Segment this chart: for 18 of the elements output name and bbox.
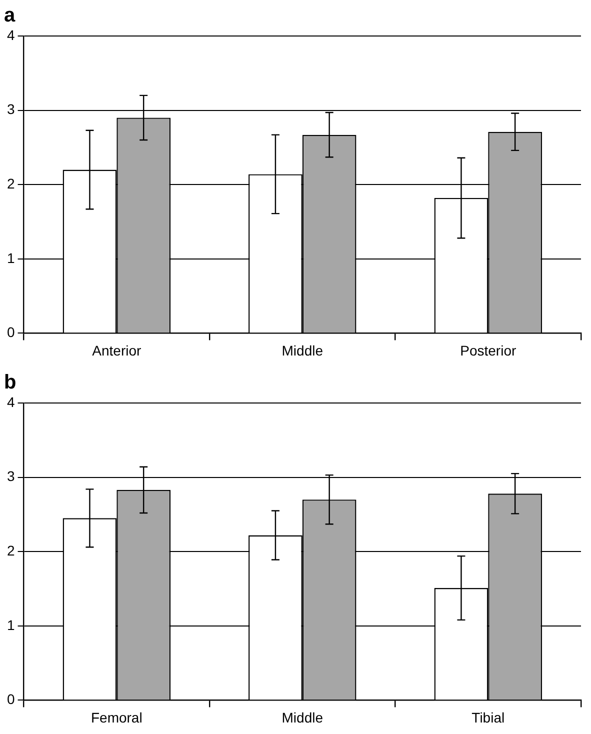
y-tick-label: 2 — [6, 542, 15, 558]
x-tick-label: Tibial — [472, 709, 505, 726]
y-tick-label: 1 — [6, 616, 15, 633]
y-tick-label: 0 — [6, 324, 15, 340]
x-tick-label: Posterior — [460, 342, 516, 358]
x-tick-label: Middle — [282, 342, 324, 358]
x-tick-label: Anterior — [92, 342, 142, 358]
y-tick-label: 4 — [6, 26, 15, 43]
x-tick-label: Middle — [282, 709, 324, 726]
y-tick-label: 4 — [6, 394, 15, 410]
y-tick-label: 3 — [6, 101, 15, 118]
chart-title: b — [4, 372, 16, 394]
chart-title: a — [4, 4, 16, 27]
y-tick-label: 1 — [6, 250, 15, 266]
y-tick-label: 2 — [6, 175, 15, 192]
y-tick-label: 0 — [6, 691, 15, 708]
x-tick-label: Femoral — [90, 709, 142, 726]
y-tick-label: 3 — [6, 468, 15, 484]
